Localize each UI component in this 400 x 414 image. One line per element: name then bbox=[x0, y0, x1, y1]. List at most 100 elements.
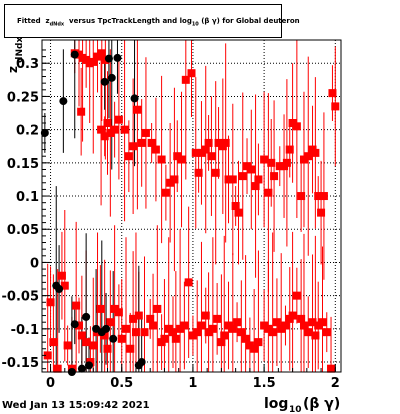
title-prefix: Fitted bbox=[17, 17, 41, 25]
data-point bbox=[251, 182, 260, 191]
data-point bbox=[97, 125, 106, 134]
data-point bbox=[188, 331, 197, 340]
data-point bbox=[126, 344, 135, 353]
y-tick-label: 0.2 bbox=[16, 124, 39, 139]
data-point bbox=[245, 341, 254, 350]
data-point bbox=[211, 168, 220, 177]
data-point bbox=[260, 321, 269, 330]
data-point bbox=[208, 324, 217, 333]
y-tick-label: 0.1 bbox=[16, 190, 39, 205]
data-point bbox=[304, 328, 313, 337]
x-tick-label: 2 bbox=[331, 376, 340, 391]
data-point bbox=[114, 115, 123, 124]
data-point bbox=[197, 148, 206, 157]
y-tick-label: 0.25 bbox=[7, 90, 39, 105]
data-point bbox=[318, 318, 327, 327]
data-point bbox=[77, 364, 86, 373]
data-point bbox=[254, 175, 263, 184]
data-point bbox=[59, 97, 68, 106]
data-point bbox=[124, 152, 133, 161]
data-point bbox=[173, 152, 182, 161]
data-point bbox=[304, 152, 313, 161]
y-axis-label-main: z bbox=[6, 66, 20, 73]
data-point bbox=[96, 304, 105, 313]
data-point bbox=[228, 324, 237, 333]
data-point bbox=[331, 102, 340, 111]
data-point bbox=[137, 358, 146, 367]
data-point bbox=[254, 338, 263, 347]
data-point bbox=[228, 175, 237, 184]
data-point bbox=[237, 328, 246, 337]
data-point bbox=[134, 311, 143, 320]
data-point bbox=[327, 364, 336, 373]
y-axis-label-sub: dNdx bbox=[15, 37, 25, 63]
title-box: Fitted zdNdx versus TpcTrackLength and l… bbox=[4, 4, 300, 38]
data-point bbox=[137, 138, 146, 147]
data-point bbox=[181, 75, 190, 84]
data-point bbox=[129, 142, 138, 151]
data-point bbox=[297, 192, 306, 201]
data-point bbox=[146, 314, 155, 323]
data-point bbox=[317, 208, 326, 217]
data-point bbox=[55, 285, 64, 293]
data-point bbox=[100, 77, 109, 86]
plot-frame bbox=[41, 39, 342, 373]
data-point bbox=[113, 53, 122, 62]
chart-title: Fitted zdNdx versus TpcTrackLength and l… bbox=[17, 17, 300, 27]
x-tick-label: 1 bbox=[188, 376, 197, 391]
data-point bbox=[77, 107, 86, 116]
data-point bbox=[184, 278, 193, 287]
data-point bbox=[264, 188, 273, 197]
data-point bbox=[46, 298, 55, 307]
data-point bbox=[311, 148, 320, 157]
data-point bbox=[109, 334, 118, 343]
x-axis-label-sub: 10 bbox=[289, 405, 302, 414]
data-point bbox=[97, 49, 106, 58]
data-point bbox=[193, 328, 202, 337]
data-point bbox=[217, 338, 226, 347]
data-point bbox=[141, 128, 150, 137]
y-axis-label: z dNdx bbox=[6, 37, 25, 73]
data-point bbox=[107, 73, 116, 82]
data-markers bbox=[40, 49, 340, 376]
data-point bbox=[282, 158, 291, 167]
data-point bbox=[49, 338, 58, 347]
data-point bbox=[328, 89, 337, 98]
data-point bbox=[231, 202, 240, 210]
data-point bbox=[277, 324, 286, 333]
data-point bbox=[201, 311, 210, 320]
data-point bbox=[40, 128, 49, 137]
data-point bbox=[204, 138, 213, 147]
data-point bbox=[311, 331, 320, 340]
title-z-sub: dNdx bbox=[49, 21, 65, 28]
data-point bbox=[149, 321, 158, 330]
data-point bbox=[288, 119, 297, 127]
y-tick-label: 0.05 bbox=[7, 223, 39, 238]
data-point bbox=[168, 328, 177, 337]
data-point bbox=[151, 145, 160, 154]
x-tick-label: 0 bbox=[46, 376, 55, 391]
data-point bbox=[53, 364, 62, 373]
data-point bbox=[191, 148, 200, 157]
data-point bbox=[299, 321, 308, 330]
data-point bbox=[147, 138, 156, 147]
data-point bbox=[233, 318, 242, 327]
title-log-sub: 10 bbox=[191, 21, 199, 28]
data-point bbox=[157, 155, 166, 164]
x-axis-label: log 10 (β γ) bbox=[264, 396, 340, 414]
title-suffix: (β γ) for Global deuteron bbox=[201, 17, 300, 25]
data-point bbox=[292, 122, 301, 131]
data-point bbox=[133, 105, 142, 114]
data-point bbox=[241, 334, 250, 343]
title-z: z bbox=[45, 17, 50, 25]
data-point bbox=[130, 94, 139, 103]
y-tick-label: -0.1 bbox=[11, 323, 39, 338]
data-point bbox=[75, 321, 84, 330]
data-point bbox=[260, 155, 269, 164]
data-point bbox=[247, 165, 256, 174]
data-point bbox=[177, 155, 186, 164]
data-point bbox=[82, 338, 91, 347]
data-point bbox=[224, 321, 233, 330]
x-tick-label: 0.5 bbox=[110, 376, 133, 391]
